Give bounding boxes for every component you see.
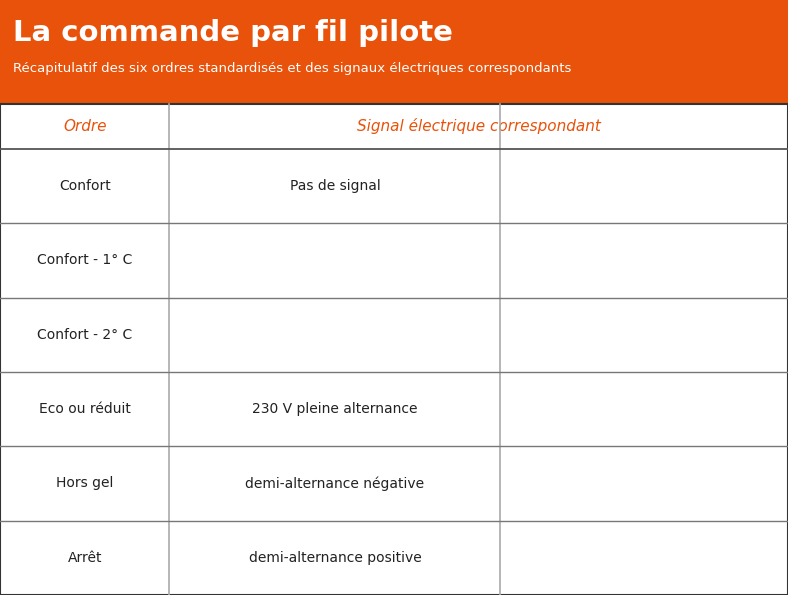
- Text: Récapitulatif des six ordres standardisés et des signaux électriques corresponda: Récapitulatif des six ordres standardisé…: [13, 62, 571, 76]
- Text: 4'53": 4'53": [240, 358, 269, 368]
- Text: Eco ou réduit: Eco ou réduit: [39, 402, 131, 416]
- Text: demi-alternance négative: demi-alternance négative: [245, 476, 425, 491]
- Text: Signal électrique correspondant: Signal électrique correspondant: [357, 118, 600, 134]
- Text: Ordre: Ordre: [63, 119, 106, 134]
- Text: 3": 3": [715, 284, 727, 294]
- Bar: [0, 104, 788, 595]
- Text: Pas de signal: Pas de signal: [289, 179, 381, 193]
- Text: 4'57": 4'57": [555, 284, 585, 294]
- Bar: [0, 593, 788, 595]
- Text: 7": 7": [400, 358, 412, 368]
- Bar: [0, 0, 788, 104]
- Text: Arrêt: Arrêt: [68, 551, 102, 565]
- Text: 230 V pleine alternance: 230 V pleine alternance: [252, 402, 418, 416]
- Text: 4'57": 4'57": [252, 284, 281, 294]
- Text: Confort: Confort: [59, 179, 110, 193]
- Text: 4'53": 4'53": [543, 358, 572, 368]
- Text: Confort - 1° C: Confort - 1° C: [37, 253, 132, 267]
- Text: demi-alternance positive: demi-alternance positive: [248, 551, 422, 565]
- Text: Confort - 2° C: Confort - 2° C: [37, 328, 132, 342]
- Bar: [774, 0, 788, 595]
- Text: 3": 3": [412, 284, 424, 294]
- Text: Hors gel: Hors gel: [56, 477, 113, 490]
- Text: La commande par fil pilote: La commande par fil pilote: [13, 19, 452, 47]
- Text: 7": 7": [703, 358, 716, 368]
